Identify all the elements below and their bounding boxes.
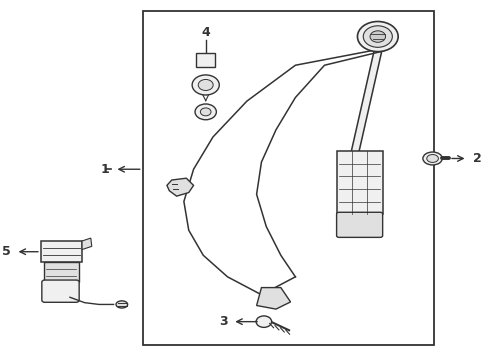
Ellipse shape [427, 154, 439, 162]
FancyBboxPatch shape [337, 212, 383, 237]
Text: 2: 2 [473, 152, 482, 165]
Text: 4: 4 [201, 27, 210, 40]
Bar [41, 241, 82, 262]
Circle shape [370, 31, 386, 42]
Text: 3: 3 [219, 315, 227, 328]
Bar [44, 262, 79, 282]
Text: 1: 1 [101, 163, 110, 176]
Circle shape [357, 22, 398, 51]
Circle shape [195, 104, 217, 120]
Ellipse shape [116, 301, 128, 308]
Circle shape [200, 108, 211, 116]
Circle shape [363, 26, 392, 47]
Bar [143, 12, 434, 345]
Bar [337, 151, 383, 214]
Polygon shape [350, 51, 382, 158]
Ellipse shape [423, 152, 442, 165]
Text: 5: 5 [2, 245, 11, 258]
Polygon shape [82, 238, 92, 249]
Circle shape [256, 316, 271, 327]
Polygon shape [257, 288, 291, 309]
Bar [196, 53, 216, 67]
Polygon shape [167, 178, 194, 196]
Circle shape [192, 75, 219, 95]
Circle shape [198, 80, 213, 90]
FancyBboxPatch shape [42, 280, 79, 302]
